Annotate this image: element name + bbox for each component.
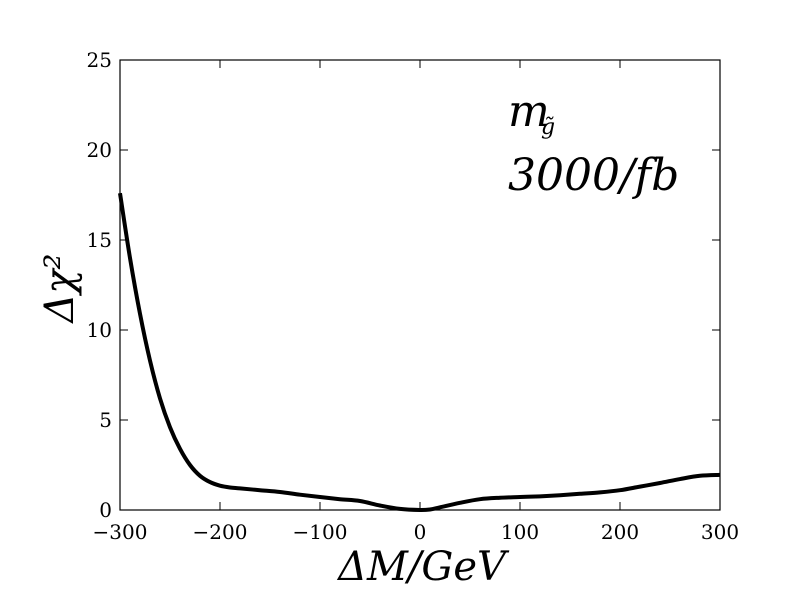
annotation-mass-symbol: m — [508, 86, 550, 137]
annotation-gluino-subscript: g̃ — [541, 115, 555, 140]
y-tick-label: 15 — [87, 228, 112, 252]
series-line — [118, 192, 721, 513]
x-tick-label: 100 — [501, 520, 539, 544]
annotation-luminosity: 3000/fb — [508, 150, 679, 201]
x-tick-label: 200 — [601, 520, 639, 544]
y-tick-label: 25 — [87, 48, 112, 72]
y-tick-label: 10 — [87, 318, 112, 342]
x-tick-label: −200 — [193, 520, 248, 544]
annotation-label: m g̃ 3000/fb — [508, 86, 679, 201]
x-axis-title: ΔM/GeV — [336, 544, 510, 590]
x-tick-label: 0 — [414, 520, 427, 544]
y-tick-label: 20 — [87, 138, 112, 162]
tick-group — [119, 59, 721, 511]
plot-area — [119, 59, 721, 511]
y-axis-title: Δχ² — [37, 253, 83, 324]
x-tick-label: 300 — [701, 520, 739, 544]
x-tick-label: −300 — [93, 520, 148, 544]
y-tick-label: 0 — [99, 498, 112, 522]
x-tick-label: −100 — [293, 520, 348, 544]
series-layer — [118, 192, 721, 513]
y-tick-label: 5 — [99, 408, 112, 432]
tick-label-group: −300 −200 −100 0 100 200 300 0 5 10 15 20 25 — [87, 48, 740, 544]
